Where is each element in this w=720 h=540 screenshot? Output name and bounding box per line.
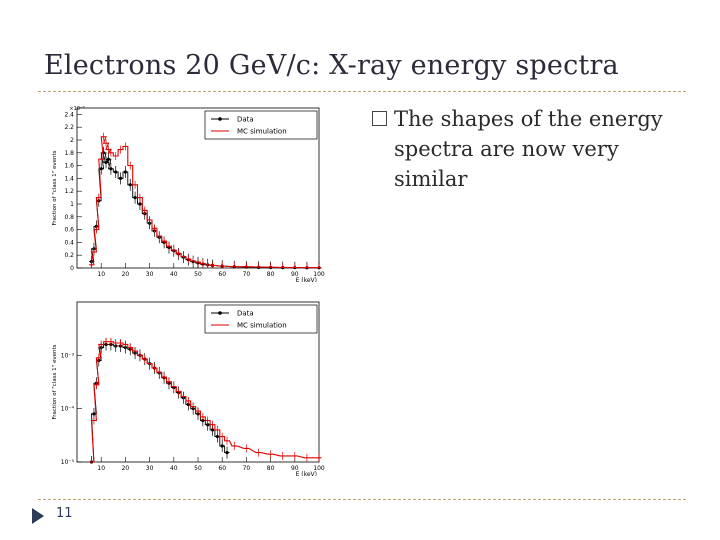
top-x-tick-label: 40 bbox=[170, 271, 178, 278]
top-data-point bbox=[133, 196, 137, 200]
page-arrow-icon bbox=[32, 508, 44, 524]
top-legend-box bbox=[204, 110, 318, 140]
slide-title: Electrons 20 GeV/c: X-ray energy spectra bbox=[44, 50, 619, 81]
bottom-x-tick-label: 80 bbox=[267, 465, 275, 472]
bottom-data-point bbox=[92, 412, 96, 416]
bottom-data-point bbox=[206, 423, 210, 427]
bottom-x-tick-label: 50 bbox=[194, 465, 202, 472]
top-data-point bbox=[104, 160, 108, 164]
top-legend-label: MC simulation bbox=[237, 128, 287, 136]
top-x-tick-label: 20 bbox=[122, 271, 130, 278]
bottom-legend-box bbox=[204, 304, 318, 334]
top-x-tick-label: 90 bbox=[291, 271, 299, 278]
top-x-tick-label: 50 bbox=[194, 271, 202, 278]
top-data-point bbox=[106, 157, 111, 161]
footer-divider bbox=[38, 499, 686, 500]
top-data-point bbox=[128, 183, 132, 187]
top-y-tick-label: 0.6 bbox=[64, 227, 74, 234]
top-x-tick-label: 70 bbox=[243, 271, 251, 278]
top-y-tick-label: 1.4 bbox=[64, 175, 74, 182]
top-x-axis-label: E (keV) bbox=[296, 277, 317, 282]
top-x-tick-label: 100 bbox=[313, 271, 325, 278]
bottom-data-point bbox=[215, 434, 219, 439]
bottom-x-tick-label: 40 bbox=[170, 465, 178, 472]
top-data-point bbox=[99, 167, 103, 171]
energy-spectrum-linear-chart: 10 20 30 40 50 60 70 80 90 100 0 0.2 0.4 0.6 0.8 1 1.2 1.… bbox=[52, 106, 325, 282]
energy-spectrum-log-chart: 10 20 30 40 50 60 70 80 90 100 10⁻⁵ 10⁻⁴ 10⁻³ E (keV)… bbox=[52, 301, 325, 476]
top-data-point bbox=[109, 167, 113, 171]
bottom-x-tick-label: 20 bbox=[122, 465, 130, 472]
top-y-tick-label: 0.4 bbox=[64, 239, 74, 246]
top-x-tick-label: 60 bbox=[218, 271, 226, 278]
top-y-tick-label: 0.2 bbox=[64, 252, 74, 259]
top-y-tick-label: 2.4 bbox=[64, 111, 74, 118]
bottom-x-tick-label: 70 bbox=[243, 465, 251, 472]
bottom-y-tick-label: 10⁻⁵ bbox=[61, 459, 75, 466]
top-data-point bbox=[123, 170, 127, 174]
top-y-tick-label: 0.8 bbox=[64, 214, 74, 221]
bottom-x-axis-label: E (keV) bbox=[296, 471, 317, 476]
top-y-tick-label: 1.2 bbox=[64, 188, 74, 195]
top-data-point bbox=[138, 202, 142, 206]
top-x-tick-label: 10 bbox=[97, 271, 105, 278]
bottom-x-tick-label: 90 bbox=[291, 465, 299, 472]
bottom-y-tick-label: 10⁻⁴ bbox=[61, 406, 75, 413]
bottom-y-tick-label: 10⁻³ bbox=[61, 352, 75, 359]
title-divider bbox=[38, 91, 686, 92]
top-y-tick-label: 1.6 bbox=[64, 163, 74, 170]
top-y-tick-label: 1 bbox=[70, 201, 74, 208]
bottom-x-tick-label: 10 bbox=[97, 465, 105, 472]
top-y-tick-label: 2 bbox=[70, 137, 74, 144]
bottom-x-tick-label: 100 bbox=[313, 465, 325, 472]
bullet-box-icon bbox=[372, 111, 387, 126]
bottom-data-point bbox=[225, 451, 229, 455]
top-x-tick-label: 30 bbox=[146, 271, 154, 278]
bullet-text: The shapes of the energy spectra are now… bbox=[394, 107, 663, 191]
top-y-tick-label: 2.2 bbox=[64, 124, 74, 131]
bottom-legend-label: Data bbox=[237, 310, 254, 318]
top-data-point bbox=[118, 176, 123, 180]
page-number: 11 bbox=[56, 506, 73, 521]
top-legend-label: Data bbox=[237, 116, 254, 124]
top-legend-marker bbox=[218, 117, 222, 121]
top-data-point bbox=[114, 170, 118, 174]
bottom-data-point bbox=[210, 428, 215, 432]
top-x-tick-label: 80 bbox=[267, 271, 275, 278]
bottom-y-axis-label: Fraction of "class 1" events bbox=[52, 344, 58, 419]
bottom-data-point bbox=[220, 444, 224, 448]
bullet-item: The shapes of the energy spectra are now… bbox=[372, 104, 690, 194]
bottom-legend-label: MC simulation bbox=[237, 322, 287, 330]
bottom-x-tick-label: 30 bbox=[146, 465, 154, 472]
top-y-tick-label: 0 bbox=[70, 265, 74, 272]
bottom-x-tick-label: 60 bbox=[218, 465, 226, 472]
top-y-axis-label: Fraction of "class 1" events bbox=[52, 150, 58, 225]
top-y-multiplier: ×10⁻³ bbox=[69, 106, 84, 112]
bottom-legend-marker bbox=[218, 311, 222, 315]
top-y-tick-label: 1.8 bbox=[64, 150, 74, 157]
